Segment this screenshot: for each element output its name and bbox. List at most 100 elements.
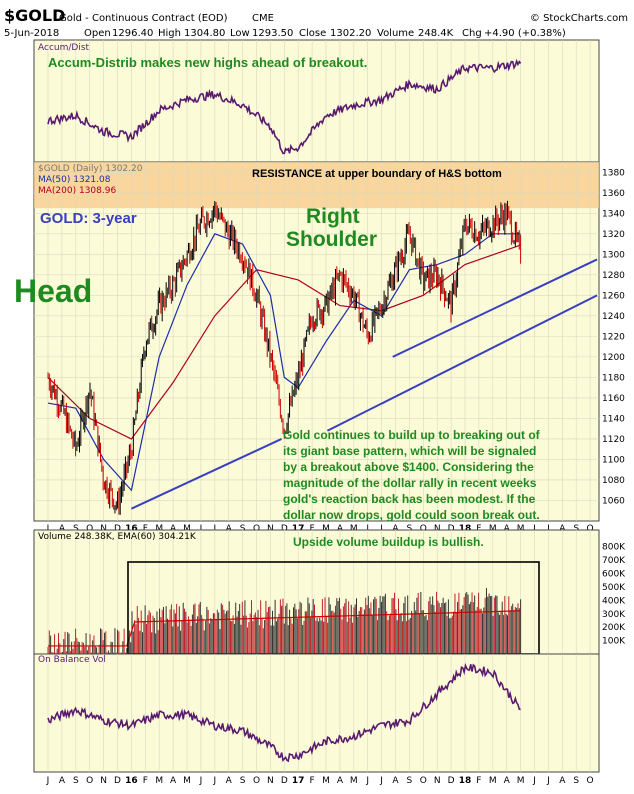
y-tick-label: 100K [602, 637, 626, 647]
y-tick-label: 800K [602, 543, 626, 553]
open-label: Open [84, 28, 111, 39]
commentary: Gold continues to build up to breaking o… [283, 428, 541, 522]
y-tick-label: 200K [602, 623, 626, 633]
accum-note: Accum-Distrib makes new highs ahead of b… [48, 55, 367, 70]
x-tick-label: S [407, 776, 413, 786]
y-tick-label: 1320 [602, 230, 625, 240]
x-tick-label: F [310, 524, 315, 534]
x-tick-label: A [170, 776, 177, 786]
x-tick-label: O [253, 776, 260, 786]
x-tick-label: S [73, 776, 79, 786]
source-credit: © StockCharts.com [530, 13, 628, 24]
x-tick-label: A [504, 524, 511, 534]
y-tick-label: 300K [602, 610, 626, 620]
volume-legend: Volume 248.38K, EMA(60) 304.21K [38, 532, 197, 542]
commentary-line: by a breakout above $1400. Considering t… [283, 460, 534, 474]
x-tick-label: F [143, 524, 148, 534]
x-tick-label: S [73, 524, 79, 534]
period-label: GOLD: 3-year [40, 210, 137, 227]
x-tick-label: J [532, 776, 536, 786]
y-tick-label: 1220 [602, 332, 625, 342]
right-shoulder-label-1: Right [306, 205, 360, 228]
x-tick-label: O [420, 524, 427, 534]
x-tick-label: S [573, 524, 579, 534]
y-tick-label: 1180 [602, 373, 625, 383]
price-legend-main: $GOLD (Daily) 1302.20 [38, 164, 143, 174]
x-tick-label: M [155, 776, 163, 786]
x-tick-label: A [226, 776, 233, 786]
x-tick-label: F [476, 776, 481, 786]
x-tick-label: A [59, 776, 66, 786]
x-tick-label: S [573, 776, 579, 786]
x-tick-label: J [532, 524, 536, 534]
x-tick-label: M [322, 776, 330, 786]
x-tick-label: M [489, 524, 497, 534]
trendline-right-shoulder [392, 258, 598, 358]
high-value: 1304.80 [184, 28, 225, 39]
volume-value: 248.4K [418, 28, 454, 39]
close-label: Close [299, 28, 326, 39]
x-tick-label: D [114, 776, 121, 786]
x-tick-label: N [434, 776, 441, 786]
x-tick-label: 18 [459, 776, 472, 786]
y-tick-label: 1140 [602, 414, 625, 424]
x-tick-label: N [434, 524, 441, 534]
x-tick-label: 17 [292, 776, 305, 786]
x-tick-label: 16 [125, 524, 138, 534]
resistance-note: RESISTANCE at upper boundary of H&S bott… [252, 168, 502, 180]
x-tick-label: 16 [125, 776, 138, 786]
low-value: 1293.50 [252, 28, 293, 39]
x-tick-label: M [350, 524, 358, 534]
x-tick-label: A [170, 524, 177, 534]
x-tick-label: A [392, 524, 399, 534]
obv-x-axis: J A S O N D 16 F M A M J J A S O N D 17 F M A M J J A S O N D 18 F M A M J J… [46, 776, 594, 786]
x-tick-label: M [517, 776, 525, 786]
open-value: 1296.40 [112, 28, 153, 39]
x-tick-label: A [392, 776, 399, 786]
x-tick-label: J [379, 524, 383, 534]
commentary-line: Gold continues to build up to breaking o… [283, 428, 541, 442]
obv-legend: On Balance Vol [38, 655, 106, 665]
commentary-line: dollar now drops, gold could soon break … [283, 508, 540, 522]
x-tick-label: O [253, 524, 260, 534]
x-tick-label: 18 [459, 524, 472, 534]
ma50-line [47, 233, 521, 492]
high-label: High [158, 28, 181, 39]
x-tick-label: M [183, 776, 191, 786]
y-tick-label: 1240 [602, 312, 625, 322]
x-tick-label: N [100, 776, 107, 786]
price-y-axis: 1060 1080 1100 1120 1140 1160 1180 1200 1220 1240… [602, 168, 625, 506]
symbol: $GOLD [4, 6, 65, 25]
y-tick-label: 1380 [602, 168, 625, 178]
y-tick-label: 1340 [602, 209, 625, 219]
close-value: 1302.20 [330, 28, 371, 39]
x-tick-label: 17 [292, 524, 305, 534]
right-shoulder-label-2: Shoulder [286, 228, 377, 251]
y-tick-label: 500K [602, 583, 626, 593]
y-tick-label: 1300 [602, 250, 625, 260]
x-tick-label: J [365, 776, 369, 786]
x-tick-label: M [350, 776, 358, 786]
x-tick-label: O [587, 776, 594, 786]
low-label: Low [230, 28, 250, 39]
x-tick-label: D [281, 524, 288, 534]
x-tick-label: O [420, 776, 427, 786]
price-x-axis: J A S O N D 16 F M A M J J A S O N D 17 F M A M J J A S O N D 18 F M A M J J… [46, 524, 594, 534]
exchange: CME [252, 13, 274, 24]
x-tick-label: M [489, 776, 497, 786]
volume-y-axis: 100K 200K 300K 400K 500K 600K 700K 800K [602, 543, 626, 647]
x-tick-label: J [46, 524, 50, 534]
y-tick-label: 400K [602, 596, 626, 606]
x-tick-label: S [407, 524, 413, 534]
x-tick-label: A [59, 524, 66, 534]
x-tick-label: J [46, 776, 50, 786]
volume-label: Volume [377, 28, 414, 39]
x-tick-label: F [310, 776, 315, 786]
x-tick-label: A [504, 776, 511, 786]
x-tick-label: D [448, 776, 455, 786]
volume-ema-line [48, 610, 521, 647]
commentary-line: its giant base pattern, which will be si… [283, 444, 536, 458]
y-tick-label: 1280 [602, 271, 625, 281]
volume-note: Upside volume buildup is bullish. [293, 535, 484, 549]
